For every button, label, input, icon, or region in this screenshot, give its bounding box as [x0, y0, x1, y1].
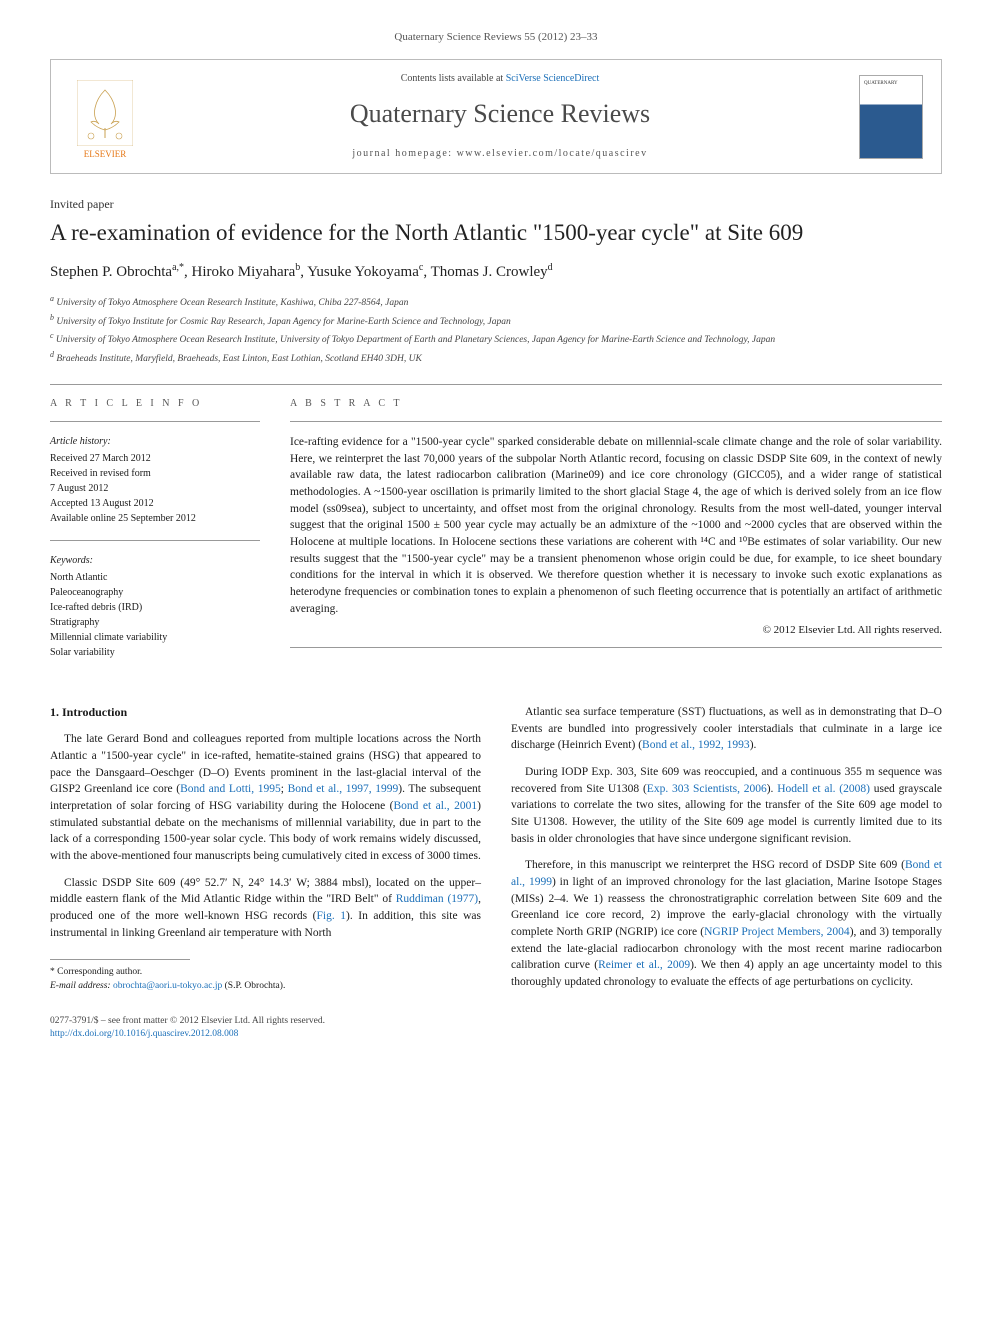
- contents-available-line: Contents lists available at SciVerse Sci…: [159, 72, 841, 86]
- section-heading-introduction: 1. Introduction: [50, 704, 481, 721]
- journal-homepage: journal homepage: www.elsevier.com/locat…: [159, 147, 841, 161]
- article-history: Received 27 March 2012Received in revise…: [50, 451, 260, 526]
- publisher-name: ELSEVIER: [84, 148, 127, 161]
- page-footer: 0277-3791/$ – see front matter © 2012 El…: [50, 1015, 942, 1042]
- paper-type: Invited paper: [50, 196, 942, 213]
- elsevier-tree-icon: [77, 80, 133, 146]
- journal-title: Quaternary Science Reviews: [159, 96, 841, 132]
- divider: [290, 421, 942, 422]
- keyword: Stratigraphy: [50, 615, 260, 630]
- keyword: Ice-rafted debris (IRD): [50, 600, 260, 615]
- body-column-left: 1. Introduction The late Gerard Bond and…: [50, 704, 481, 1001]
- affiliation: b University of Tokyo Institute for Cosm…: [50, 312, 942, 329]
- body-paragraph: Therefore, in this manuscript we reinter…: [511, 857, 942, 990]
- body-paragraph: The late Gerard Bond and colleagues repo…: [50, 731, 481, 864]
- keyword: Paleoceanography: [50, 585, 260, 600]
- author: Hiroko Miyaharab: [192, 264, 301, 280]
- abstract-copyright: © 2012 Elsevier Ltd. All rights reserved…: [290, 623, 942, 638]
- divider: [50, 384, 942, 385]
- affiliation: d Braeheads Institute, Maryfield, Braehe…: [50, 349, 942, 366]
- journal-reference: Quaternary Science Reviews 55 (2012) 23–…: [50, 30, 942, 45]
- history-line: 7 August 2012: [50, 481, 260, 496]
- affiliation: c University of Tokyo Atmosphere Ocean R…: [50, 330, 942, 347]
- author: Thomas J. Crowleyd: [431, 264, 553, 280]
- author: Stephen P. Obrochtaa,*: [50, 264, 184, 280]
- affiliations: a University of Tokyo Atmosphere Ocean R…: [50, 293, 942, 366]
- journal-cover-thumbnail: QUATERNARY: [859, 75, 923, 159]
- author-list: Stephen P. Obrochtaa,*, Hiroko Miyaharab…: [50, 261, 942, 283]
- publisher-logo: ELSEVIER: [69, 73, 141, 161]
- affiliation: a University of Tokyo Atmosphere Ocean R…: [50, 293, 942, 310]
- body-paragraph: During IODP Exp. 303, Site 609 was reocc…: [511, 764, 942, 847]
- history-line: Available online 25 September 2012: [50, 511, 260, 526]
- keyword: Solar variability: [50, 645, 260, 660]
- doi-link[interactable]: http://dx.doi.org/10.1016/j.quascirev.20…: [50, 1029, 238, 1039]
- paper-title: A re-examination of evidence for the Nor…: [50, 219, 942, 248]
- history-line: Received in revised form: [50, 466, 260, 481]
- abstract-text: Ice-rafting evidence for a "1500-year cy…: [290, 434, 942, 617]
- divider: [50, 421, 260, 422]
- footnote-divider: [50, 959, 190, 960]
- article-info-heading: A R T I C L E I N F O: [50, 397, 260, 411]
- sciencedirect-link[interactable]: SciVerse ScienceDirect: [506, 73, 600, 84]
- keywords-list: North AtlanticPaleoceanographyIce-rafted…: [50, 570, 260, 660]
- keywords-label: Keywords:: [50, 553, 260, 568]
- journal-header: ELSEVIER Contents lists available at Sci…: [50, 59, 942, 173]
- keyword: North Atlantic: [50, 570, 260, 585]
- corr-email-link[interactable]: obrochta@aori.u-tokyo.ac.jp: [113, 981, 222, 991]
- divider: [290, 647, 942, 648]
- article-info-sidebar: A R T I C L E I N F O Article history: R…: [50, 397, 260, 674]
- history-line: Received 27 March 2012: [50, 451, 260, 466]
- author: Yusuke Yokoyamac: [307, 264, 423, 280]
- body-column-right: Atlantic sea surface temperature (SST) f…: [511, 704, 942, 1001]
- abstract-heading: A B S T R A C T: [290, 397, 942, 411]
- body-paragraph: Atlantic sea surface temperature (SST) f…: [511, 704, 942, 754]
- keyword: Millennial climate variability: [50, 630, 260, 645]
- history-line: Accepted 13 August 2012: [50, 496, 260, 511]
- corresponding-author-note: * Corresponding author. E-mail address: …: [50, 966, 481, 993]
- divider: [50, 540, 260, 541]
- body-paragraph: Classic DSDP Site 609 (49° 52.7′ N, 24° …: [50, 875, 481, 942]
- article-history-label: Article history:: [50, 434, 260, 449]
